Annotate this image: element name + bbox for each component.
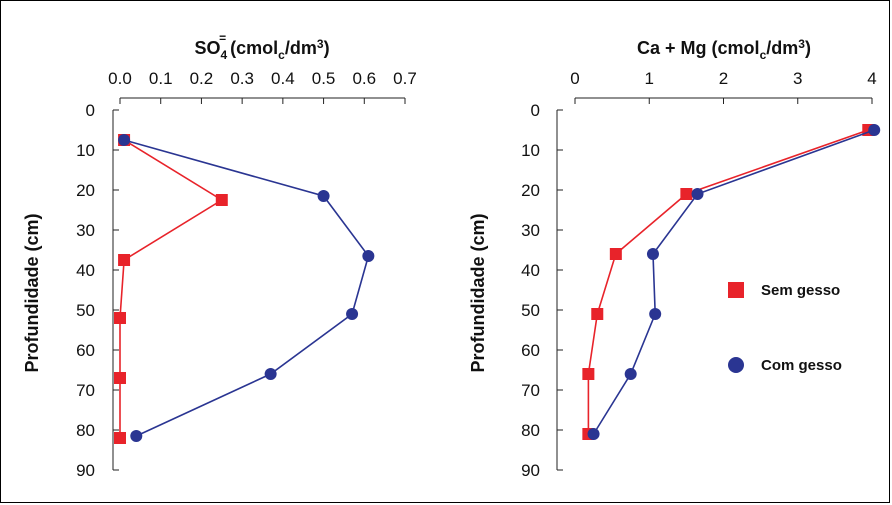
y-tick-label: 0 <box>531 101 540 120</box>
y-tick-label: 70 <box>521 381 540 400</box>
data-point-square <box>680 188 693 200</box>
y-tick-label: 20 <box>521 181 540 200</box>
legend-marker-square <box>728 282 744 298</box>
y-axis-label-right: Profundidade (cm) <box>468 213 488 372</box>
data-point-circle <box>649 308 662 320</box>
x-tick-label: 0 <box>570 69 579 88</box>
y-tick-label: 60 <box>76 341 95 360</box>
legend-label: Sem gesso <box>761 282 840 299</box>
chart-panel-so4: 0.0 0.1 0.2 0.3 0.4 0.5 0.6 0.7 0 10 20 30 40 50 60 70 8… <box>76 69 417 480</box>
x-tick-label: 4 <box>867 69 876 88</box>
y-axis-label-left: Profundidade (cm) <box>22 213 42 372</box>
series-com-gesso <box>587 124 881 440</box>
series-line <box>123 139 370 437</box>
data-point-circle <box>130 430 143 442</box>
chart-title-right: Ca + Mg (cmolc/dm3) <box>637 37 811 62</box>
data-point-circle <box>264 368 277 380</box>
legend-item: Com gesso <box>728 357 842 374</box>
legend-label: Com gesso <box>761 357 842 374</box>
x-tick-label: 0.5 <box>312 69 336 88</box>
data-point-circle <box>587 428 600 440</box>
y-tick-label: 90 <box>76 461 95 480</box>
y-tick-label: 60 <box>521 341 540 360</box>
y-tick-label: 10 <box>76 141 95 160</box>
data-point-square <box>118 254 131 266</box>
x-tick-label: 0.1 <box>149 69 173 88</box>
data-point-circle <box>624 368 637 380</box>
data-point-circle <box>346 308 359 320</box>
series-com-gesso <box>118 134 375 442</box>
x-tick-label: 0.3 <box>230 69 254 88</box>
x-tick-label: 0.4 <box>271 69 295 88</box>
data-point-square <box>114 312 126 324</box>
data-point-circle <box>868 124 881 136</box>
y-tick-label: 40 <box>76 261 95 280</box>
data-point-circle <box>118 134 131 146</box>
y-tick-label: 30 <box>76 221 95 240</box>
series-line <box>592 129 875 435</box>
data-point-circle <box>317 190 330 202</box>
data-point-square <box>582 368 595 380</box>
x-tick-label: 0.6 <box>352 69 376 88</box>
x-tick-label: 3 <box>793 69 802 88</box>
data-point-square <box>114 372 126 384</box>
y-tick-label: 80 <box>521 421 540 440</box>
y-tick-label: 80 <box>76 421 95 440</box>
data-point-circle <box>362 250 375 262</box>
x-tick-label: 2 <box>719 69 728 88</box>
y-tick-label: 10 <box>521 141 540 160</box>
y-tick-label: 20 <box>76 181 95 200</box>
y-tick-label: 90 <box>521 461 540 480</box>
x-tick-label: 0.0 <box>108 69 132 88</box>
series-line <box>119 139 224 438</box>
x-tick-label: 1 <box>645 69 654 88</box>
legend: Sem gesso Com gesso <box>728 282 842 374</box>
chart-title-left: SO4= (cmolc/dm3) <box>194 31 329 62</box>
y-tick-label: 70 <box>76 381 95 400</box>
y-tick-label: 50 <box>521 301 540 320</box>
data-point-circle <box>646 248 659 260</box>
y-tick-label: 50 <box>76 301 95 320</box>
y-tick-label: 30 <box>521 221 540 240</box>
data-point-circle <box>691 188 704 200</box>
data-point-square <box>215 194 228 206</box>
y-tick-label: 40 <box>521 261 540 280</box>
legend-item: Sem gesso <box>728 282 840 299</box>
series-sem-gesso <box>114 134 228 444</box>
x-tick-label: 0.2 <box>190 69 214 88</box>
x-tick-label: 0.7 <box>393 69 417 88</box>
data-point-square <box>591 308 604 320</box>
data-point-square <box>609 248 622 260</box>
y-tick-label: 0 <box>86 101 95 120</box>
series-line <box>587 129 869 434</box>
data-point-square <box>114 432 126 444</box>
legend-marker-circle <box>728 357 744 373</box>
